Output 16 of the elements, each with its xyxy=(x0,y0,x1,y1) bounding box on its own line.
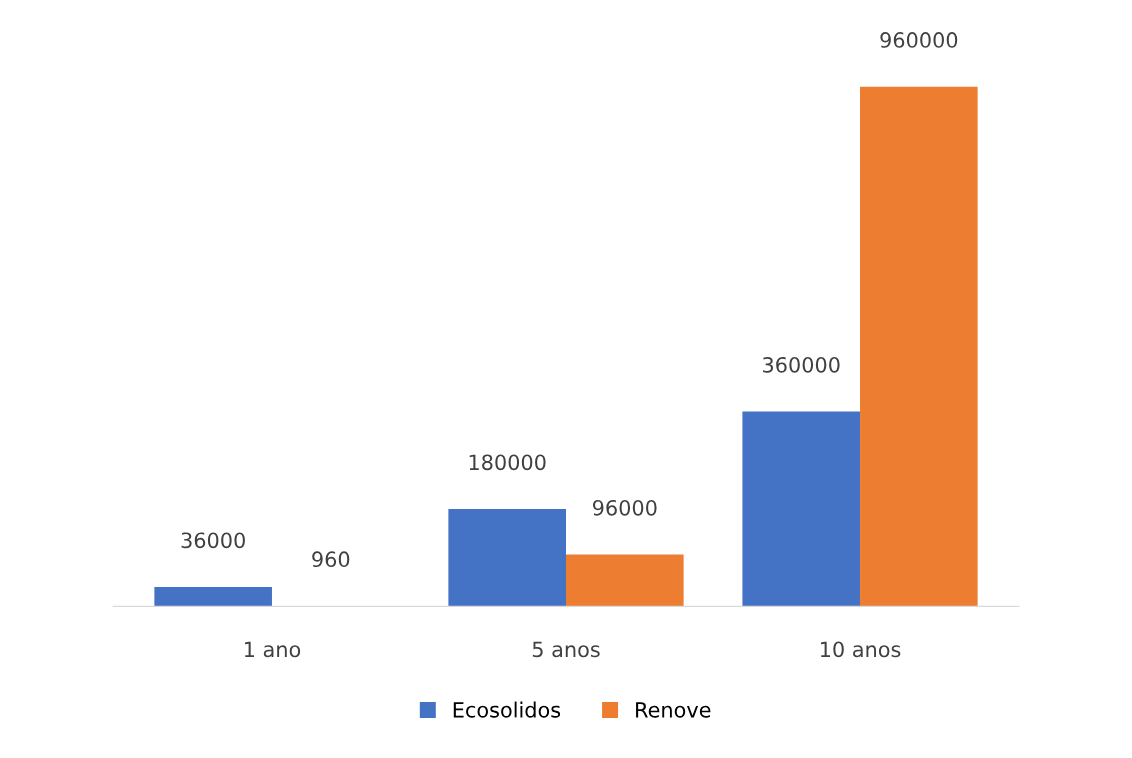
data-label: 360000 xyxy=(763,356,840,373)
bar xyxy=(154,586,272,607)
bar xyxy=(742,411,861,607)
legend-label: Ecosolidos xyxy=(453,701,561,718)
data-label: 960 xyxy=(312,551,350,568)
data-label: 36000 xyxy=(181,532,245,549)
bar xyxy=(566,554,684,607)
legend-label: Renove xyxy=(636,702,711,718)
bar xyxy=(860,86,978,607)
bar xyxy=(448,508,566,607)
data-label: 96000 xyxy=(592,499,657,516)
data-label: 180000 xyxy=(469,454,546,471)
x-tick-label: 1 ano xyxy=(244,641,301,658)
x-tick-label: 10 anos xyxy=(820,641,901,658)
data-label: 960000 xyxy=(880,32,958,48)
x-tick-label: 5 anos xyxy=(532,641,600,658)
